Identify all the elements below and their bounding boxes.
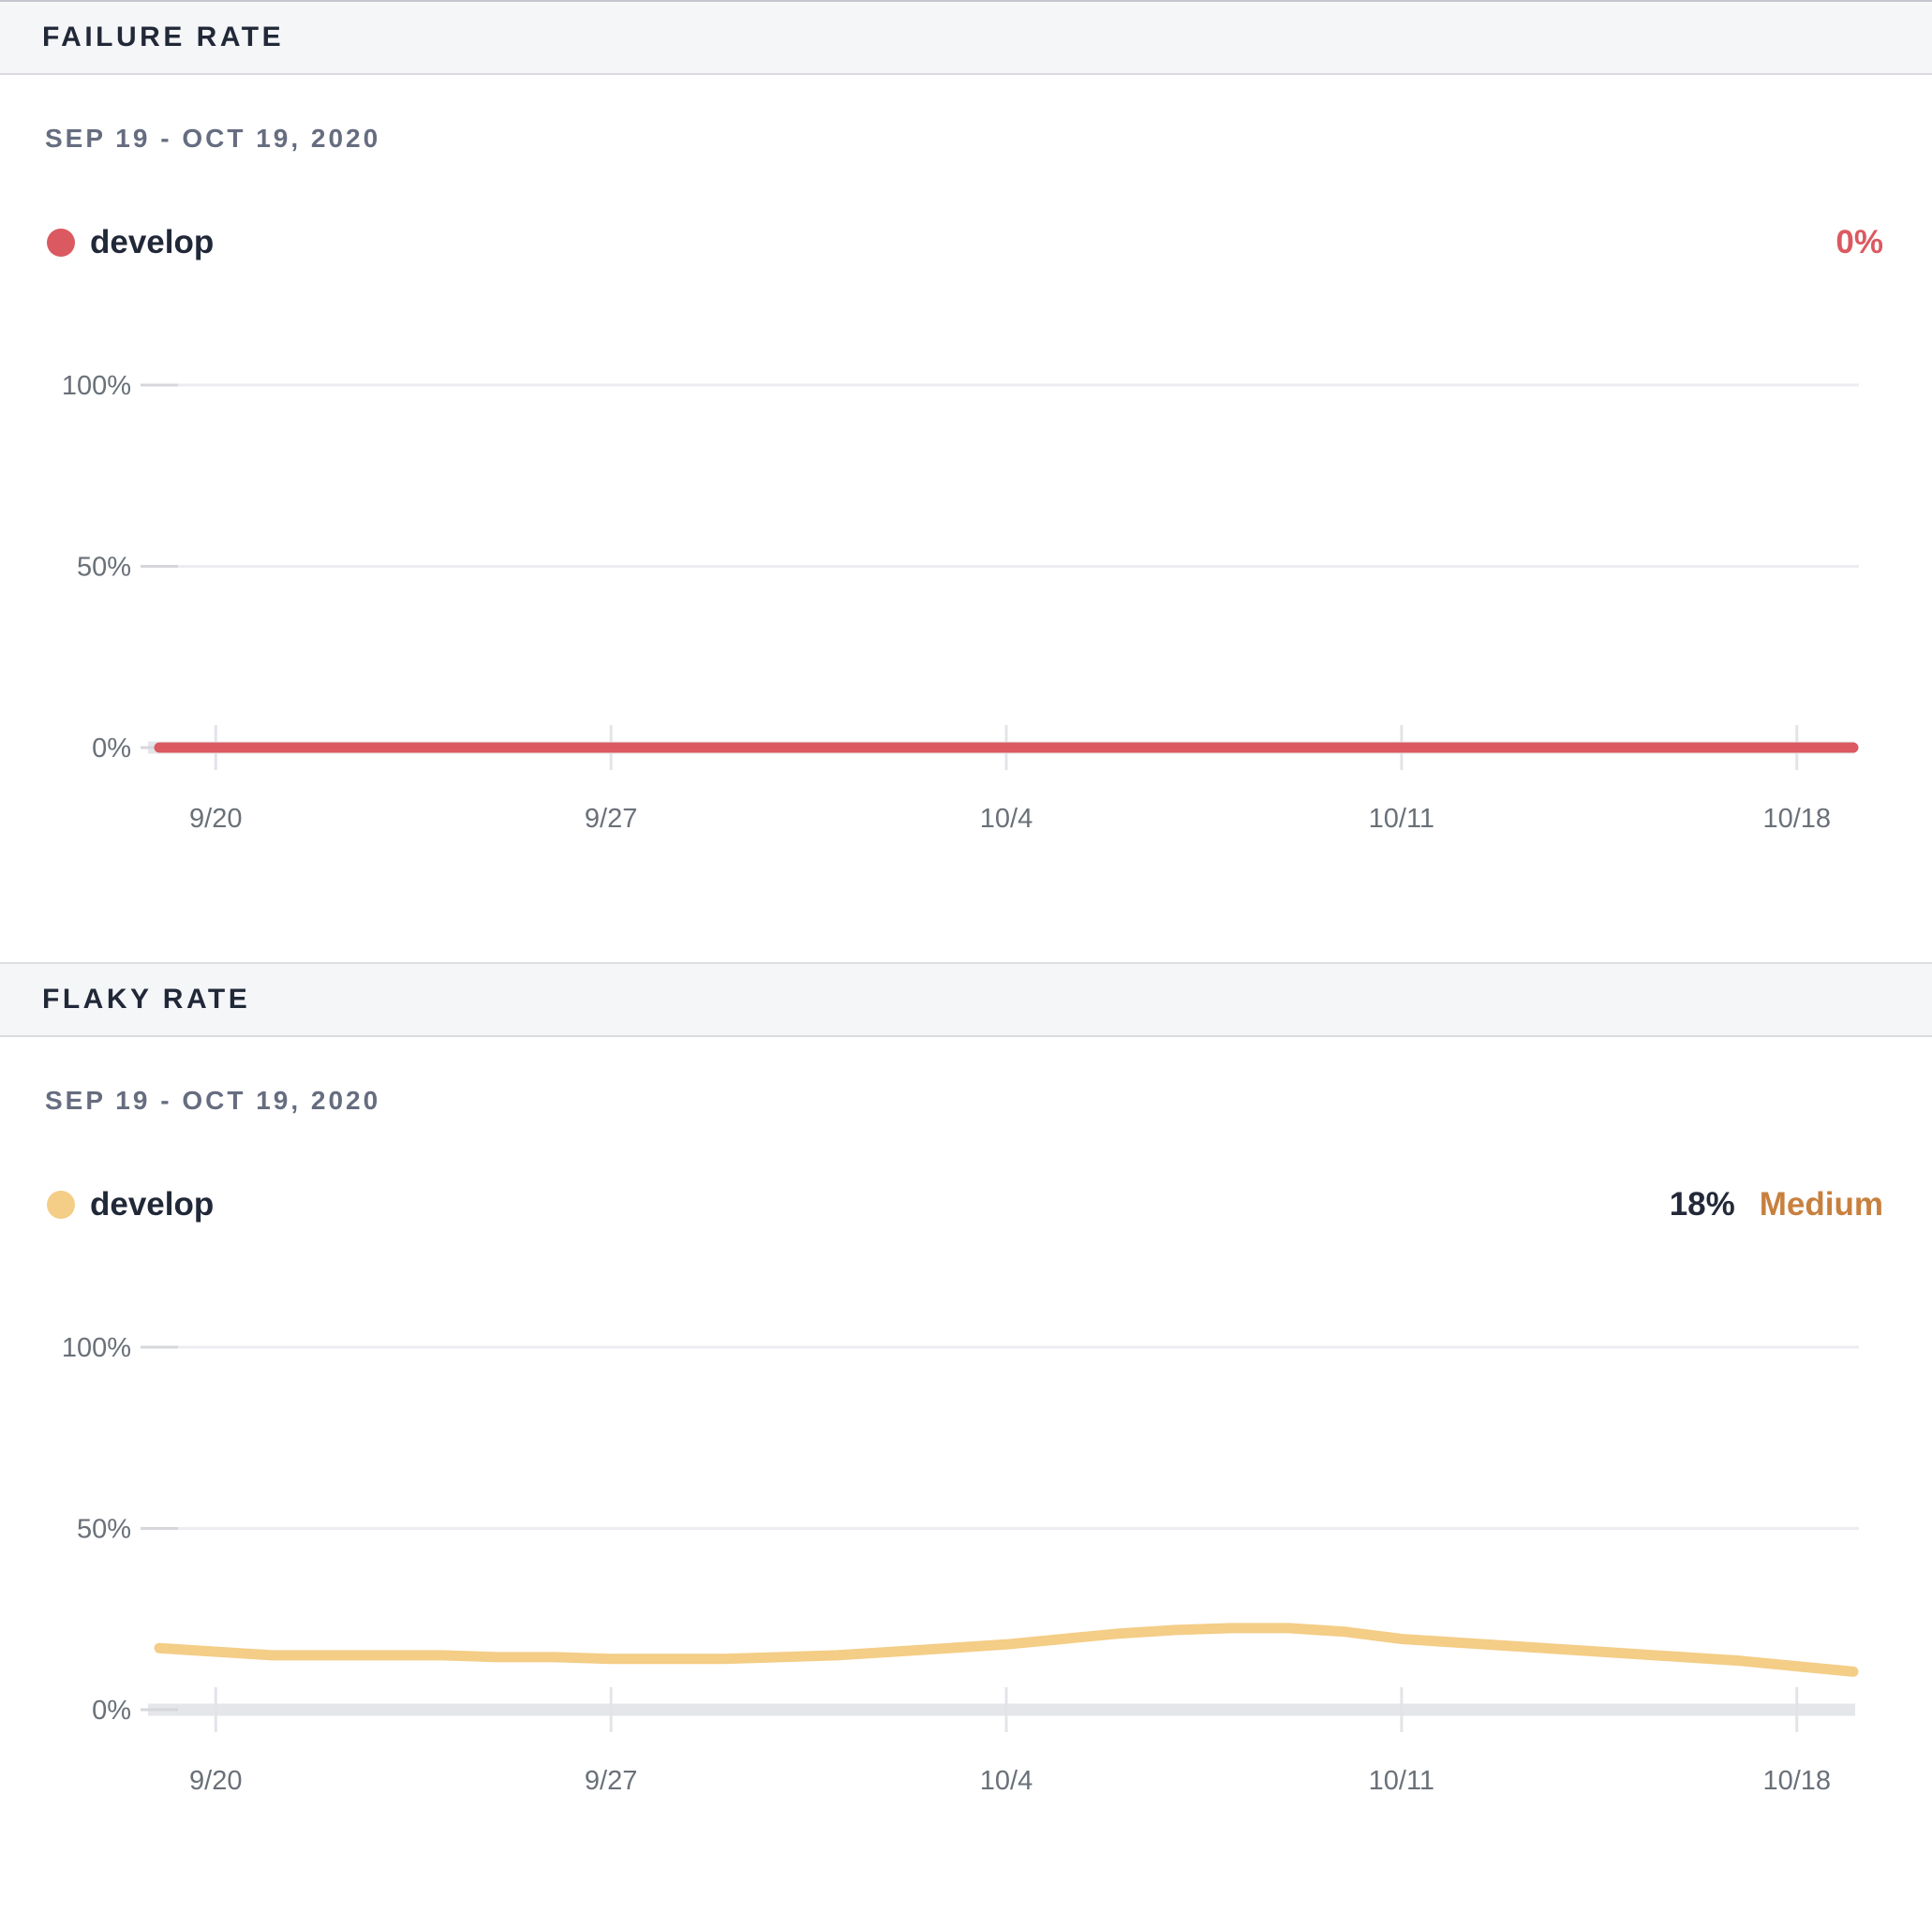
svg-text:9/27: 9/27 xyxy=(585,804,637,834)
svg-text:10/4: 10/4 xyxy=(980,804,1033,834)
branch-name: develop xyxy=(90,224,215,260)
series-legend: develop xyxy=(47,1186,214,1223)
svg-text:10/11: 10/11 xyxy=(1369,804,1434,834)
flaky-rate-chart: 0% 50% 100% 9/20 9/27 10/4 10/11 10/18 xyxy=(62,1333,1859,1796)
legend-row: develop 18% Medium xyxy=(47,1186,1883,1223)
svg-text:50%: 50% xyxy=(77,553,131,583)
svg-text:9/20: 9/20 xyxy=(189,804,242,834)
date-range: SEP 19 - OCT 19, 2020 xyxy=(45,1086,381,1115)
date-range: SEP 19 - OCT 19, 2020 xyxy=(45,124,381,153)
series-legend: develop xyxy=(47,224,214,261)
svg-text:10/4: 10/4 xyxy=(980,1766,1033,1796)
series-color-dot-icon xyxy=(47,1191,75,1219)
rate-summary: 18% Medium xyxy=(1670,1186,1883,1223)
svg-text:9/20: 9/20 xyxy=(189,1766,242,1796)
rate-summary: 0% xyxy=(1835,224,1883,261)
svg-text:9/27: 9/27 xyxy=(585,1766,637,1796)
rate-severity: Medium xyxy=(1759,1186,1883,1223)
svg-text:50%: 50% xyxy=(77,1515,131,1545)
rate-value: 18% xyxy=(1669,1186,1735,1223)
failure-rate-header-bar: FAILURE RATE xyxy=(0,0,1932,75)
panel-title: FLAKY RATE xyxy=(42,984,251,1015)
svg-text:10/18: 10/18 xyxy=(1762,804,1831,834)
branch-name: develop xyxy=(90,1186,215,1223)
panel-title: FAILURE RATE xyxy=(42,22,285,52)
failure-rate-chart: 0% 50% 100% 9/20 9/27 10/4 10/11 10/18 xyxy=(62,371,1859,834)
svg-text:100%: 100% xyxy=(62,1333,131,1363)
flaky-rate-panel: FLAKY RATE SEP 19 - OCT 19, 2020 develop… xyxy=(0,962,1932,1832)
svg-text:100%: 100% xyxy=(62,371,131,401)
flaky-rate-header-bar: FLAKY RATE xyxy=(0,962,1932,1037)
svg-text:10/11: 10/11 xyxy=(1369,1766,1434,1796)
failure-rate-panel: FAILURE RATE SEP 19 - OCT 19, 2020 devel… xyxy=(0,0,1932,870)
series-color-dot-icon xyxy=(47,229,75,257)
legend-row: develop 0% xyxy=(47,224,1883,261)
svg-text:0%: 0% xyxy=(92,734,131,764)
rate-value: 0% xyxy=(1835,224,1883,260)
svg-text:0%: 0% xyxy=(92,1696,131,1726)
svg-text:10/18: 10/18 xyxy=(1762,1766,1831,1796)
